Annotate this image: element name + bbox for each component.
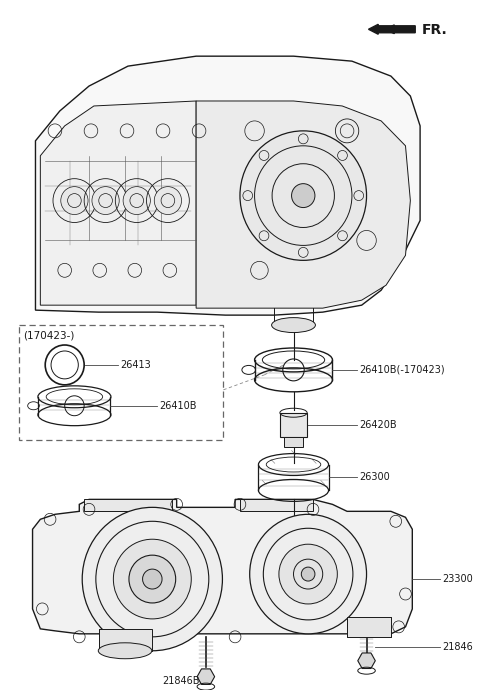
Circle shape xyxy=(61,187,88,214)
Text: 26300: 26300 xyxy=(360,473,390,482)
Circle shape xyxy=(143,569,162,589)
Text: 21846: 21846 xyxy=(443,642,473,652)
Text: 26420B: 26420B xyxy=(360,419,397,430)
Circle shape xyxy=(113,539,191,619)
Polygon shape xyxy=(358,653,375,668)
Bar xyxy=(280,413,307,437)
Polygon shape xyxy=(196,101,410,308)
Bar xyxy=(99,629,152,651)
Circle shape xyxy=(291,184,315,207)
Ellipse shape xyxy=(272,318,315,332)
Ellipse shape xyxy=(98,643,152,659)
Bar xyxy=(19,325,223,439)
Polygon shape xyxy=(33,500,412,634)
Polygon shape xyxy=(197,669,215,684)
Polygon shape xyxy=(36,56,420,315)
Text: (170423-): (170423-) xyxy=(23,330,74,340)
Polygon shape xyxy=(40,101,196,305)
Circle shape xyxy=(279,545,337,604)
Text: 26413: 26413 xyxy=(120,360,151,370)
Bar xyxy=(284,437,303,446)
Circle shape xyxy=(82,507,222,651)
Text: 26410B: 26410B xyxy=(159,401,197,410)
Circle shape xyxy=(154,187,181,214)
Circle shape xyxy=(129,555,176,603)
Polygon shape xyxy=(84,500,172,511)
FancyArrow shape xyxy=(369,24,415,35)
Circle shape xyxy=(123,187,150,214)
Circle shape xyxy=(250,514,367,634)
Circle shape xyxy=(92,187,119,214)
Text: FR.: FR. xyxy=(422,23,448,37)
Text: 23300: 23300 xyxy=(443,574,473,584)
Polygon shape xyxy=(240,500,313,511)
Circle shape xyxy=(240,131,367,261)
Bar xyxy=(347,617,391,637)
Text: 21846B: 21846B xyxy=(162,676,200,685)
Circle shape xyxy=(301,567,315,581)
Text: 26410B(-170423): 26410B(-170423) xyxy=(360,365,445,375)
